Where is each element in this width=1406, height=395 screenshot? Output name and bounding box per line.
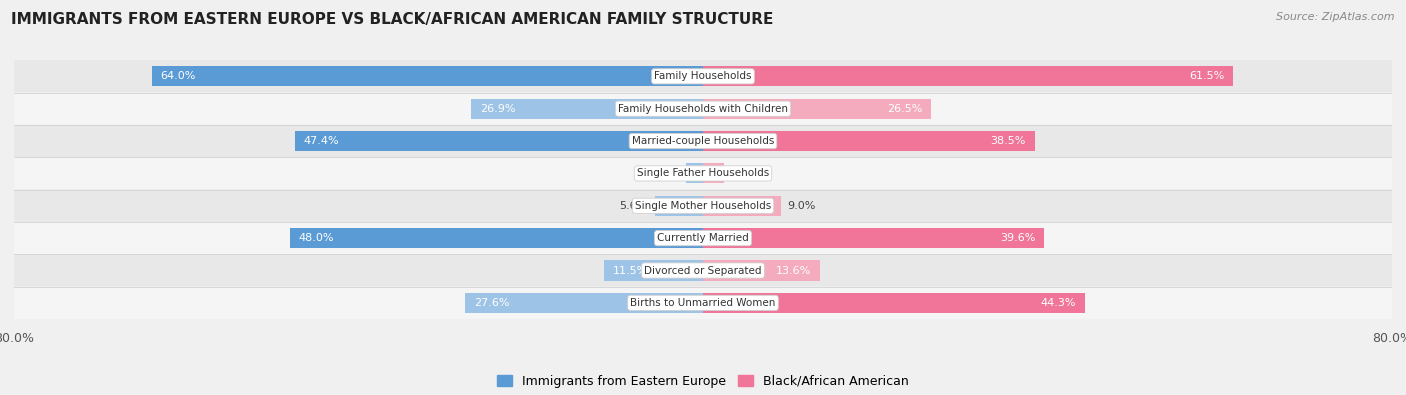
Text: Single Father Households: Single Father Households: [637, 168, 769, 179]
Bar: [686, 164, 703, 183]
Bar: [605, 260, 703, 280]
Legend: Immigrants from Eastern Europe, Black/African American: Immigrants from Eastern Europe, Black/Af…: [492, 370, 914, 393]
FancyBboxPatch shape: [14, 254, 1392, 287]
Bar: [703, 131, 1035, 151]
FancyBboxPatch shape: [14, 125, 1392, 157]
Text: 64.0%: 64.0%: [160, 71, 195, 81]
Bar: [290, 228, 703, 248]
Bar: [465, 293, 703, 313]
Text: 38.5%: 38.5%: [991, 136, 1026, 146]
Text: 39.6%: 39.6%: [1000, 233, 1035, 243]
Bar: [703, 228, 1045, 248]
Bar: [703, 66, 1233, 87]
FancyBboxPatch shape: [14, 157, 1392, 190]
Text: Family Households: Family Households: [654, 71, 752, 81]
Text: Births to Unmarried Women: Births to Unmarried Women: [630, 298, 776, 308]
Text: 47.4%: 47.4%: [304, 136, 339, 146]
Text: Single Mother Households: Single Mother Households: [636, 201, 770, 211]
Text: Married-couple Households: Married-couple Households: [631, 136, 775, 146]
Text: Family Households with Children: Family Households with Children: [619, 104, 787, 114]
Bar: [152, 66, 703, 87]
Bar: [703, 164, 724, 183]
Bar: [703, 293, 1084, 313]
Text: 9.0%: 9.0%: [787, 201, 815, 211]
Bar: [471, 99, 703, 119]
FancyBboxPatch shape: [14, 222, 1392, 254]
Text: Currently Married: Currently Married: [657, 233, 749, 243]
Text: 61.5%: 61.5%: [1188, 71, 1225, 81]
FancyBboxPatch shape: [14, 287, 1392, 319]
Bar: [703, 99, 931, 119]
Text: 2.0%: 2.0%: [651, 168, 679, 179]
Bar: [703, 260, 820, 280]
Text: IMMIGRANTS FROM EASTERN EUROPE VS BLACK/AFRICAN AMERICAN FAMILY STRUCTURE: IMMIGRANTS FROM EASTERN EUROPE VS BLACK/…: [11, 12, 773, 27]
Bar: [703, 196, 780, 216]
Bar: [655, 196, 703, 216]
Bar: [295, 131, 703, 151]
Text: 5.6%: 5.6%: [620, 201, 648, 211]
Text: Divorced or Separated: Divorced or Separated: [644, 265, 762, 275]
FancyBboxPatch shape: [14, 190, 1392, 222]
Text: 11.5%: 11.5%: [613, 265, 648, 275]
Text: 26.5%: 26.5%: [887, 104, 922, 114]
Text: 44.3%: 44.3%: [1040, 298, 1076, 308]
Text: 13.6%: 13.6%: [776, 265, 811, 275]
FancyBboxPatch shape: [14, 60, 1392, 92]
Text: Source: ZipAtlas.com: Source: ZipAtlas.com: [1277, 12, 1395, 22]
Text: 48.0%: 48.0%: [298, 233, 333, 243]
Text: 26.9%: 26.9%: [479, 104, 516, 114]
Text: 27.6%: 27.6%: [474, 298, 509, 308]
FancyBboxPatch shape: [14, 92, 1392, 125]
Text: 2.4%: 2.4%: [731, 168, 759, 179]
